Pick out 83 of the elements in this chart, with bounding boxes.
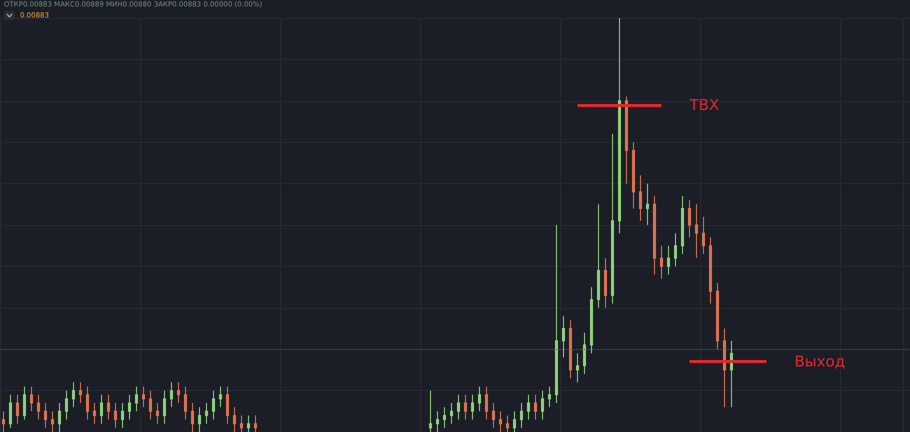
- candlestick: [128, 394, 131, 420]
- candlestick: [562, 316, 565, 358]
- candlestick: [653, 196, 656, 276]
- candlestick: [702, 216, 705, 254]
- candlestick: [667, 245, 670, 276]
- candlestick: [709, 236, 712, 304]
- candlestick: [233, 406, 236, 432]
- candlestick: [674, 232, 677, 267]
- candlestick: [23, 386, 26, 420]
- candlestick: [492, 402, 495, 428]
- candlestick: [170, 382, 173, 408]
- candlestick: [184, 386, 187, 420]
- candlestick: [583, 332, 586, 375]
- candlestick: [541, 390, 544, 420]
- ref-line-label: Выход: [794, 352, 846, 371]
- candlestick: [429, 390, 432, 432]
- candlestick: [443, 406, 446, 428]
- candlestick: [240, 414, 243, 432]
- candlestick: [2, 410, 5, 432]
- candlestick: [688, 200, 691, 238]
- candlestick: [72, 382, 75, 408]
- candlestick: [436, 410, 439, 432]
- candlestick: [506, 414, 509, 432]
- candlestick: [485, 386, 488, 420]
- candlestick: [100, 394, 103, 424]
- candlestick: [576, 352, 579, 383]
- candlestick: [611, 133, 614, 304]
- candlestick: [730, 340, 733, 408]
- candlestick: [30, 386, 33, 412]
- candlestick: [471, 394, 474, 420]
- candlestick: [65, 390, 68, 420]
- candlestick: [212, 390, 215, 420]
- candlestick: [79, 382, 82, 404]
- candlestick: [93, 402, 96, 424]
- candlestick: [569, 320, 572, 379]
- ref-line-label: ТВХ: [688, 96, 720, 114]
- candlestick: [51, 410, 54, 432]
- candlestick: [205, 402, 208, 424]
- candlestick: [163, 390, 166, 424]
- candlestick: [142, 386, 145, 408]
- candlestick: [681, 196, 684, 254]
- candlestick: [618, 18, 621, 234]
- candlestick: [513, 410, 516, 432]
- candlestick: [597, 204, 600, 308]
- candlestick: [723, 328, 726, 408]
- candlestick: [604, 258, 607, 308]
- candlestick: [247, 414, 250, 432]
- candlestick: [191, 402, 194, 432]
- candlestick: [114, 402, 117, 428]
- candlestick: [9, 394, 12, 428]
- candlestick: [177, 382, 180, 404]
- candlestick: [548, 386, 551, 408]
- candlestick: [457, 394, 460, 420]
- candlestick: [156, 402, 159, 424]
- candlestick: [121, 402, 124, 428]
- candlestick: [639, 174, 642, 222]
- candlestick: [660, 245, 663, 280]
- candlestick: [44, 402, 47, 428]
- candlestick: [520, 402, 523, 428]
- candlestick: [590, 286, 593, 354]
- candlestick: [198, 406, 201, 432]
- candlestick: [527, 394, 530, 420]
- candlestick: [695, 204, 698, 259]
- candlestick: [716, 282, 719, 350]
- candlestick: [219, 386, 222, 408]
- candlestick: [149, 390, 152, 420]
- candlestick: [135, 386, 138, 412]
- candlestick: [499, 410, 502, 432]
- candlestick: [534, 394, 537, 420]
- candlestick: [86, 386, 89, 420]
- candlestick: [226, 386, 229, 424]
- candlestick: [450, 402, 453, 424]
- candlestick: [625, 96, 628, 184]
- candlestick: [58, 402, 61, 432]
- candlestick: [254, 414, 257, 432]
- candlestick: [478, 386, 481, 412]
- candlestick: [16, 394, 19, 424]
- candlestick: [107, 394, 110, 420]
- candlestick: [646, 183, 649, 226]
- candlestick: [37, 394, 40, 420]
- candlestick: [632, 142, 635, 209]
- candlestick: [555, 224, 558, 404]
- candlestick: [464, 394, 467, 420]
